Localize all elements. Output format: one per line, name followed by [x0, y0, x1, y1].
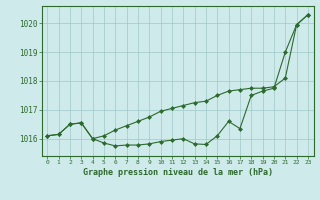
- X-axis label: Graphe pression niveau de la mer (hPa): Graphe pression niveau de la mer (hPa): [83, 168, 273, 177]
